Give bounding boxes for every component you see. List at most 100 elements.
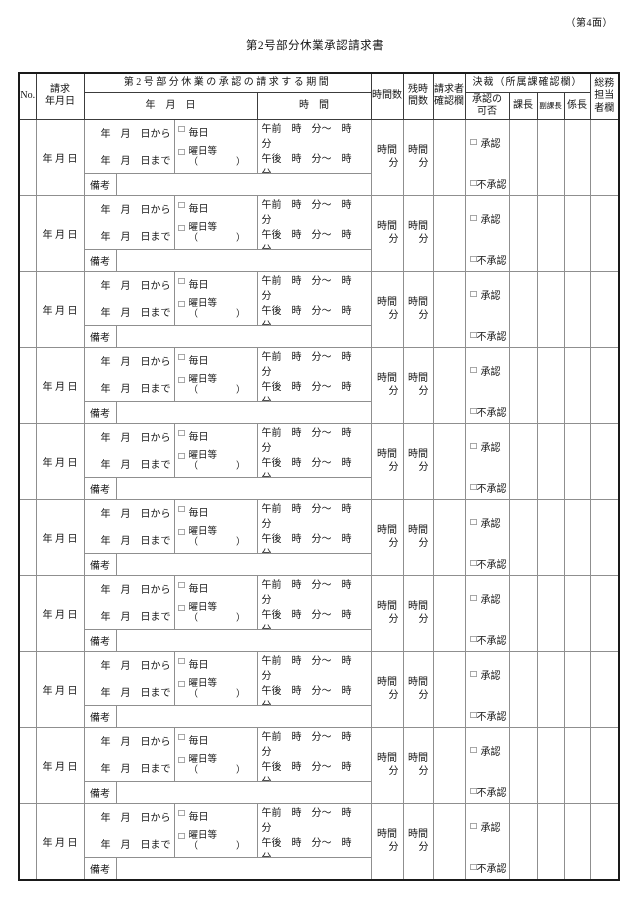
hours-cell: 時間 分 <box>370 346 404 424</box>
weekday-checkbox-icon[interactable]: □ <box>178 527 185 539</box>
approve-checkbox-icon[interactable]: □ <box>470 440 477 452</box>
reject-checkbox-icon[interactable]: □ <box>470 557 477 569</box>
weekday-checkbox-icon[interactable]: □ <box>178 679 185 691</box>
request-row: 年 月 日 年 月 日から 年 月 日まで □ 毎日 □ <box>18 726 620 804</box>
reject-label: 不承認 <box>476 407 507 419</box>
date-range-cell: 年 月 日から 年 月 日まで <box>83 726 175 782</box>
weekday-paren: （ ） <box>188 841 246 852</box>
daily-checkbox-icon[interactable]: □ <box>178 731 185 743</box>
reject-checkbox-icon[interactable]: □ <box>470 405 477 417</box>
daily-checkbox-icon[interactable]: □ <box>178 275 185 287</box>
weekday-checkbox-icon[interactable]: □ <box>178 147 185 159</box>
request-date-cell: 年 月 日 <box>35 270 85 348</box>
requester-confirm-cell <box>432 802 466 880</box>
hours-cell: 時間 分 <box>370 574 404 652</box>
weekday-checkbox-icon[interactable]: □ <box>178 831 185 843</box>
remarks-content-cell <box>115 324 372 348</box>
request-date-cell: 年 月 日 <box>35 498 85 576</box>
weekday-checkbox-icon[interactable]: □ <box>178 451 185 463</box>
weekday-paren: （ ） <box>188 385 246 396</box>
weekday-checkbox-icon[interactable]: □ <box>178 755 185 767</box>
daily-checkbox-icon[interactable]: □ <box>178 579 185 591</box>
hours-cell: 時間 分 <box>370 802 404 880</box>
weekday-paren: （ ） <box>188 613 246 624</box>
approve-checkbox-icon[interactable]: □ <box>470 668 477 680</box>
date-to: 年 月 日まで <box>100 307 171 319</box>
reject-checkbox-icon[interactable]: □ <box>470 633 477 645</box>
remaining-hours-cell: 時間 分 <box>402 802 434 880</box>
daily-checkbox-icon[interactable]: □ <box>178 655 185 667</box>
general-affairs-cell <box>589 118 620 196</box>
weekday-checkbox-icon[interactable]: □ <box>178 603 185 615</box>
daily-checkbox-icon[interactable]: □ <box>178 503 185 515</box>
reject-checkbox-icon[interactable]: □ <box>470 481 477 493</box>
time-pm: 午後 時 分～ 時 分 <box>261 761 362 781</box>
remarks-label-cell: 備考 <box>83 248 117 272</box>
daily-label: 毎日 <box>188 659 209 671</box>
daily-checkbox-icon[interactable]: □ <box>178 807 185 819</box>
remarks-content-cell <box>115 628 372 652</box>
header-no: No. <box>18 72 37 120</box>
page-title: 第2号部分休業承認請求書 <box>245 40 385 52</box>
date-from: 年 月 日から <box>100 813 171 825</box>
requester-confirm-cell <box>432 346 466 424</box>
reject-checkbox-icon[interactable]: □ <box>470 177 477 189</box>
daily-label: 毎日 <box>188 431 209 443</box>
remarks-content-cell <box>115 172 372 196</box>
daily-checkbox-icon[interactable]: □ <box>178 427 185 439</box>
time-pm: 午後 時 分～ 時 分 <box>261 685 362 705</box>
reject-checkbox-icon[interactable]: □ <box>470 329 477 341</box>
date-range-cell: 年 月 日から 年 月 日まで <box>83 650 175 706</box>
approve-checkbox-icon[interactable]: □ <box>470 820 477 832</box>
no-cell <box>18 270 37 348</box>
approval-decision-cell: □ 承認 □ 不承認 <box>464 726 510 804</box>
reject-checkbox-icon[interactable]: □ <box>470 709 477 721</box>
weekday-checkbox-icon[interactable]: □ <box>178 223 185 235</box>
approve-checkbox-icon[interactable]: □ <box>470 136 477 148</box>
date-from: 年 月 日から <box>100 509 171 521</box>
time-cell: 午前 時 分～ 時 分 午後 時 分～ 時 分 <box>256 726 372 782</box>
subsection-chief-cell <box>563 194 591 272</box>
date-from: 年 月 日から <box>100 357 171 369</box>
date-range-cell: 年 月 日から 年 月 日まで <box>83 194 175 250</box>
remarks-content-cell <box>115 704 372 728</box>
frequency-cell: □ 毎日 □ 曜日等 （ ） <box>173 270 258 326</box>
weekday-checkbox-icon[interactable]: □ <box>178 375 185 387</box>
approve-checkbox-icon[interactable]: □ <box>470 288 477 300</box>
reject-checkbox-icon[interactable]: □ <box>470 253 477 265</box>
header-remaining-hours: 残時 間数 <box>402 72 434 120</box>
time-am: 午前 時 分～ 時 分 <box>261 275 362 302</box>
frequency-cell: □ 毎日 □ 曜日等 （ ） <box>173 118 258 174</box>
remaining-hours-cell: 時間 分 <box>402 194 434 272</box>
request-row: 年 月 日 年 月 日から 年 月 日まで □ 毎日 □ <box>18 498 620 576</box>
approve-checkbox-icon[interactable]: □ <box>470 364 477 376</box>
date-to: 年 月 日まで <box>100 535 171 547</box>
approve-checkbox-icon[interactable]: □ <box>470 592 477 604</box>
no-cell <box>18 726 37 804</box>
approve-checkbox-icon[interactable]: □ <box>470 212 477 224</box>
deputy-section-chief-cell <box>536 118 565 196</box>
daily-checkbox-icon[interactable]: □ <box>178 123 185 135</box>
approve-checkbox-icon[interactable]: □ <box>470 744 477 756</box>
remaining-hours-cell: 時間 分 <box>402 422 434 500</box>
request-row: 年 月 日 年 月 日から 年 月 日まで □ 毎日 □ <box>18 650 620 728</box>
weekday-checkbox-icon[interactable]: □ <box>178 299 185 311</box>
daily-checkbox-icon[interactable]: □ <box>178 351 185 363</box>
time-cell: 午前 時 分～ 時 分 午後 時 分～ 時 分 <box>256 650 372 706</box>
remarks-label-cell: 備考 <box>83 780 117 804</box>
requester-confirm-cell <box>432 194 466 272</box>
general-affairs-cell <box>589 802 620 880</box>
approval-decision-cell: □ 承認 □ 不承認 <box>464 422 510 500</box>
approve-checkbox-icon[interactable]: □ <box>470 516 477 528</box>
time-pm: 午後 時 分～ 時 分 <box>261 457 362 477</box>
date-to: 年 月 日まで <box>100 383 171 395</box>
section-chief-cell <box>508 422 538 500</box>
daily-checkbox-icon[interactable]: □ <box>178 199 185 211</box>
reject-checkbox-icon[interactable]: □ <box>470 785 477 797</box>
weekday-paren: （ ） <box>188 461 246 472</box>
approve-label: 承認 <box>480 366 501 378</box>
deputy-section-chief-cell <box>536 346 565 424</box>
daily-label: 毎日 <box>188 735 209 747</box>
header-period: 第2号部分休業の承認の請求する期間 <box>83 72 372 93</box>
reject-checkbox-icon[interactable]: □ <box>470 861 477 873</box>
